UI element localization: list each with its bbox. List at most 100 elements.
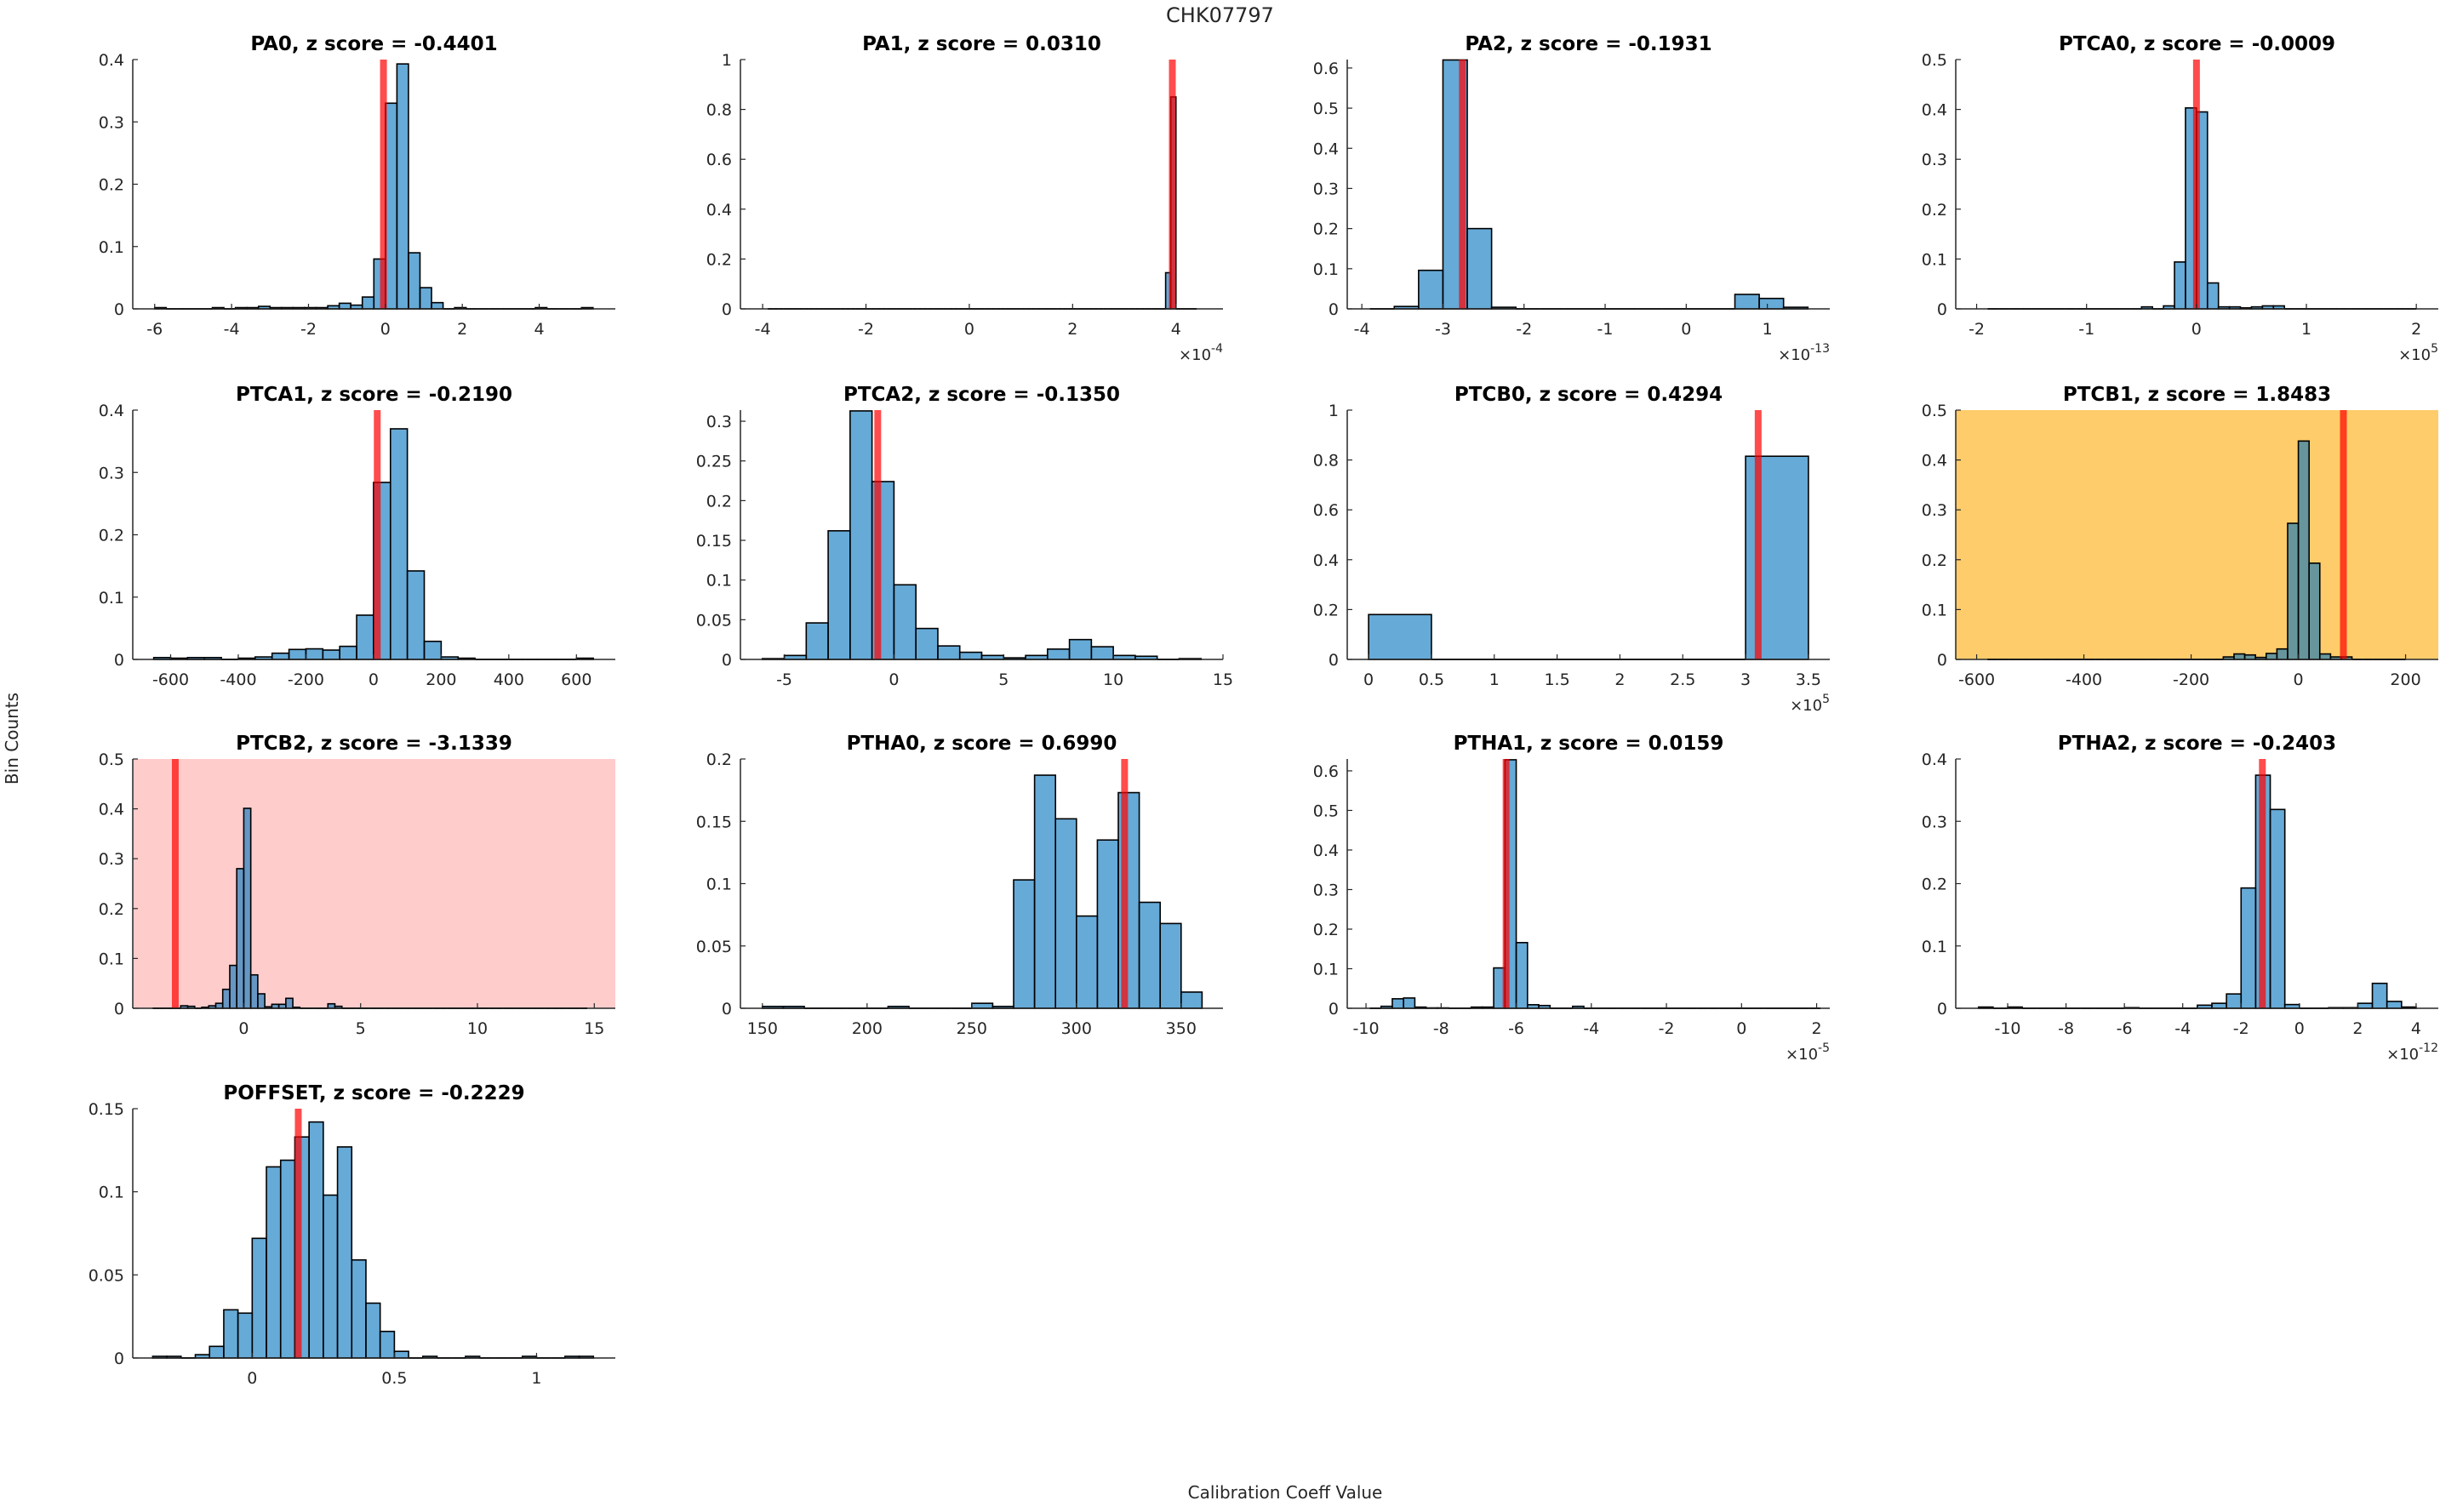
subplot-title: PTCA1, z score = -0.2190 [236,384,512,406]
y-tick-label: 0.4 [1922,452,1947,471]
y-tick-label: 0.1 [706,572,732,591]
histogram-bar [958,651,983,660]
reference-value-line [1502,759,1510,1008]
exponent-power: -4 [1211,342,1223,356]
y-tick-label: 0.15 [89,1100,124,1119]
histogram-bar [2357,1002,2374,1009]
histogram-bar [2206,282,2220,310]
histogram-bar [2386,1001,2403,1009]
x-tick-label: 2 [2352,1019,2363,1038]
x-tick-label: 1.5 [1544,670,1569,689]
histogram-bar [2240,887,2257,1009]
histogram-bar [2318,653,2332,660]
x-axis-exponent-label: ×10-12 [2386,1041,2438,1064]
x-tick-label: -1 [1597,320,1614,339]
y-tick-label: 0.25 [696,453,732,471]
x-tick-label: -4 [224,320,240,339]
y-tick-label: 0.6 [1313,501,1339,520]
y-tick-label: 0.6 [1313,60,1339,78]
x-tick-label: -10 [1353,1019,1380,1038]
y-tick-label: 0.6 [1313,762,1339,781]
y-tick-label: 1 [722,51,732,70]
x-tick-label: 4 [534,320,544,339]
x-tick-label: -2 [1969,320,1985,339]
reference-value-line [294,1109,302,1358]
histogram-bar [361,296,375,310]
x-axis-exponent-label: ×10-5 [1786,1041,1830,1064]
reference-value-line [2340,410,2347,659]
y-tick-label: 0.2 [1922,201,1947,220]
x-tick-label: 2 [1614,670,1625,689]
histogram-bar [351,1258,367,1359]
subplot-title: PTHA1, z score = 0.0159 [1454,733,1724,755]
y-tick-label: 0.1 [1922,938,1947,956]
histogram-bar [423,640,443,660]
y-tick-label: 0.1 [1313,260,1339,279]
y-tick-label: 0 [722,300,732,319]
subplot-ptha2: -10 -8 -6 -4 -2 0 2 4 0 0.1 0.2 0.3 0.4 PTHA2, z scor… [1922,733,2438,1064]
subplot-title: PA1, z score = 0.0310 [862,33,1101,55]
x-tick-label: 250 [957,1019,987,1038]
y-tick-label: 0 [114,300,124,319]
histogram-bar [336,1146,353,1359]
subplot-title: PTHA0, z score = 0.6990 [847,733,1117,755]
x-axis-exponent-label: ×10-13 [1778,342,1830,364]
y-tick-label: 0.6 [706,151,732,169]
histogram-bar [2211,1002,2227,1009]
histogram-bar [408,252,421,310]
y-tick-label: 0 [1937,1000,1947,1018]
x-tick-label: -5 [776,670,792,689]
subplot-pa0: -6 -4 -2 0 2 4 0 0.1 0.2 0.3 0.4 PA0, z score = -0.… [99,33,615,339]
x-tick-label: 0 [889,670,899,689]
histogram-bar [2226,993,2243,1009]
exponent-base: ×10 [1786,1046,1818,1064]
subplot-title: PTCB0, z score = 0.4294 [1454,384,1723,406]
histogram-bar [1068,638,1093,660]
y-tick-label: 0.1 [1313,960,1339,979]
x-tick-label: -2 [1516,320,1532,339]
x-tick-label: 15 [1213,670,1233,689]
histogram-bar [271,652,290,660]
y-tick-label: 0.2 [706,250,732,269]
x-tick-label: 2 [457,320,467,339]
y-tick-label: 0 [114,1000,124,1018]
histogram-bar [937,645,961,660]
histogram-bar [339,645,357,660]
x-tick-label: 300 [1061,1019,1092,1038]
histogram-bar [365,1302,381,1359]
y-tick-label: 0.4 [1922,101,1947,120]
x-tick-label: -4 [1354,320,1370,339]
histogram-bar [2287,522,2300,660]
histogram-bar [1734,294,1760,310]
histogram-bar [1403,997,1416,1009]
x-tick-label: 1 [1763,320,1773,339]
x-tick-label: 400 [494,670,524,689]
x-tick-label: -4 [1583,1019,1599,1038]
histogram-bar [322,649,340,660]
x-tick-label: 0 [1363,670,1374,689]
subplot-pa1: -4 -2 0 2 4 0 0.2 0.4 0.6 0.8 1 PA1, z score = 0.03… [706,33,1223,364]
histogram-bar [288,648,307,660]
x-tick-label: -6 [146,320,163,339]
y-tick-label: 0.8 [706,101,732,120]
histogram-bar [1515,941,1529,1009]
y-tick-label: 0.2 [99,527,124,545]
x-tick-label: -3 [1435,320,1451,339]
axes-background-highlight [1956,410,2438,659]
histogram-bar [396,63,409,310]
exponent-power: -12 [2419,1041,2438,1055]
x-tick-label: -400 [2066,670,2102,689]
x-tick-label: 4 [2411,1019,2421,1038]
y-tick-label: 0.4 [1922,750,1947,769]
histogram-bar [805,622,829,660]
subplot-ptca0: -2 -1 0 1 2 0 0.1 0.2 0.3 0.4 0.5 PTCA0, z score = … [1922,33,2438,364]
x-tick-label: 0 [1681,320,1691,339]
y-tick-label: 0.3 [99,850,124,869]
x-tick-label: -6 [1508,1019,1524,1038]
y-tick-label: 0.1 [706,876,732,894]
histogram-bar [257,993,266,1009]
x-tick-label: 600 [561,670,591,689]
x-tick-label: -8 [2058,1019,2074,1038]
histogram-bar [385,102,398,310]
histogram-bar [389,428,409,660]
